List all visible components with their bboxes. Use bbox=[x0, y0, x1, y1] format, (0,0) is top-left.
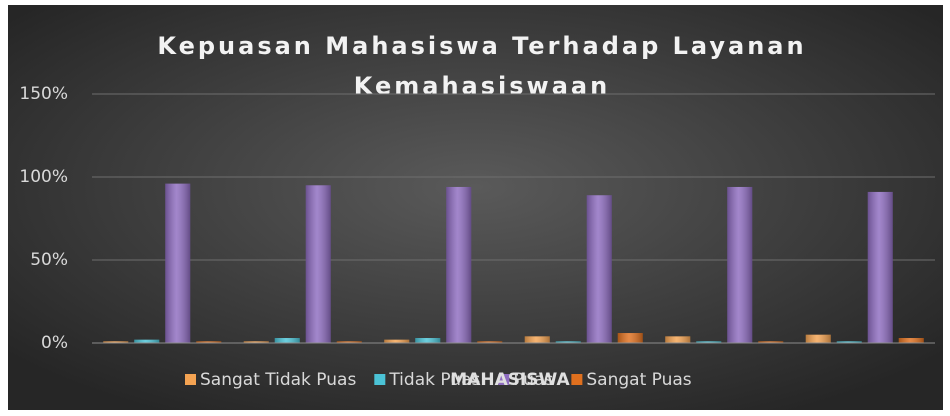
x-axis-title: MAHASISWA bbox=[450, 370, 570, 390]
y-tick-label: 150% bbox=[19, 84, 68, 104]
bar-shade bbox=[305, 185, 331, 343]
bar-shade bbox=[617, 333, 643, 343]
bar-shade bbox=[727, 186, 753, 343]
bar-shade bbox=[898, 338, 924, 343]
bar-shade bbox=[867, 191, 893, 343]
legend-label: Sangat Tidak Puas bbox=[200, 370, 356, 390]
y-tick-label: 100% bbox=[19, 167, 68, 187]
bar-shade bbox=[384, 339, 410, 343]
bar-shade bbox=[196, 341, 222, 343]
bar-shade bbox=[477, 341, 503, 343]
bar-shade bbox=[836, 341, 862, 343]
bar-shade bbox=[555, 341, 581, 343]
chart-background bbox=[8, 5, 943, 410]
legend-swatch bbox=[185, 374, 196, 385]
bar-shade bbox=[586, 195, 612, 343]
bar-shade bbox=[805, 334, 831, 343]
chart-title: Kepuasan Mahasiswa Terhadap Layanan bbox=[157, 32, 806, 60]
legend-swatch bbox=[374, 374, 386, 385]
legend-swatch bbox=[498, 374, 510, 385]
bar-shade bbox=[758, 341, 784, 343]
bar-shade bbox=[446, 186, 472, 343]
legend-label: Tidak Puas bbox=[388, 370, 480, 390]
y-tick-label: 50% bbox=[30, 250, 68, 270]
bar-shade bbox=[134, 339, 160, 343]
bar-shade bbox=[415, 338, 441, 343]
bar-shade bbox=[665, 336, 691, 343]
bar-shade bbox=[243, 341, 269, 343]
y-tick-label: 0% bbox=[41, 333, 68, 353]
bar-shade bbox=[524, 336, 550, 343]
legend-swatch bbox=[571, 374, 583, 385]
bar-shade bbox=[165, 183, 191, 343]
legend-label: Puas bbox=[513, 370, 553, 390]
bar-shade bbox=[336, 341, 362, 343]
legend-label: Sangat Puas bbox=[586, 370, 691, 390]
chart-subtitle: Kemahasiswaan bbox=[354, 72, 610, 100]
bar-shade bbox=[103, 341, 129, 343]
bar-shade bbox=[696, 341, 722, 343]
bar-shade bbox=[274, 338, 300, 343]
